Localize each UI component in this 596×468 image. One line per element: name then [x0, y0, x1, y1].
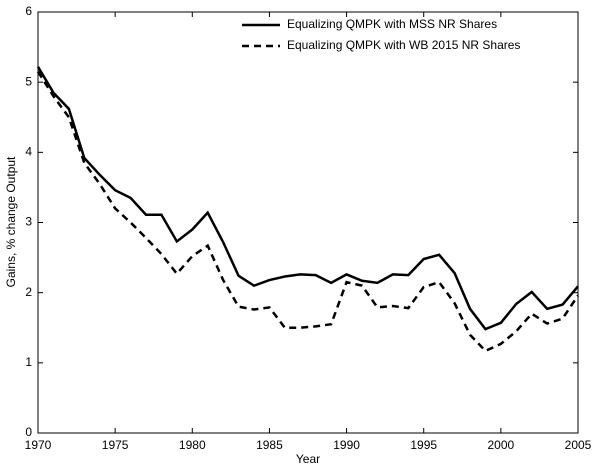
x-tick-label: 1990: [333, 438, 360, 452]
y-tick-label: 5: [25, 74, 32, 88]
axes-box: [37, 11, 579, 434]
y-tick-label: 2: [25, 285, 32, 299]
y-tick-label: 3: [25, 215, 32, 229]
x-tick-label: 1980: [179, 438, 206, 452]
y-tick-label: 0: [25, 425, 32, 439]
x-tick-label: 2005: [565, 438, 592, 452]
series-line: [36, 70, 580, 353]
y-axis-label: Gains, % change Output: [4, 156, 18, 287]
x-axis-label: Year: [296, 452, 320, 466]
y-tick-label: 1: [25, 355, 32, 369]
series-line: [36, 66, 579, 331]
y-tick-label: 6: [25, 4, 32, 18]
x-tick-label: 1970: [25, 438, 52, 452]
legend-label: Equalizing QMPK with MSS NR Shares: [287, 17, 497, 31]
x-tick-label: 1995: [410, 438, 437, 452]
x-tick-label: 2000: [488, 438, 515, 452]
x-tick-label: 1985: [256, 438, 283, 452]
x-tick-label: 1975: [102, 438, 129, 452]
y-tick-label: 4: [25, 145, 32, 159]
legend-label: Equalizing QMPK with WB 2015 NR Shares: [287, 38, 520, 52]
